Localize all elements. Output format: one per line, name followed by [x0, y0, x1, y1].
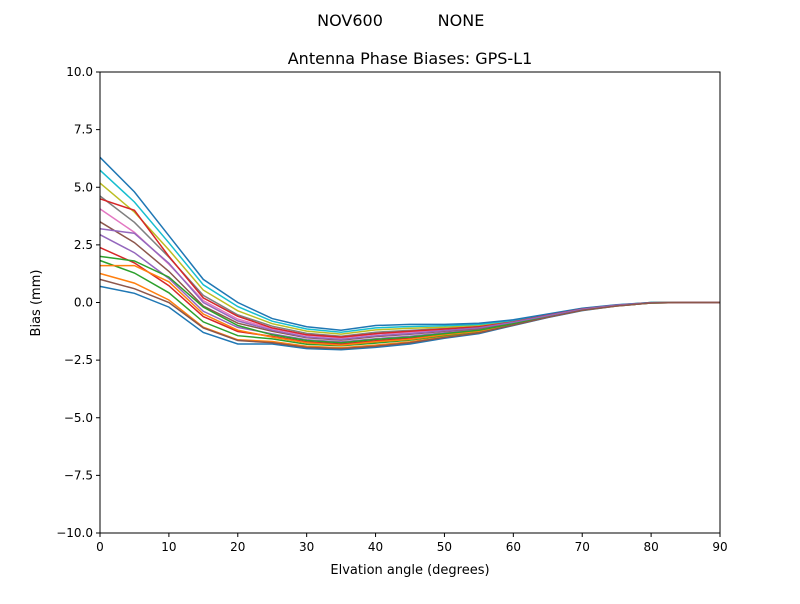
y-tick-label: −7.5	[64, 468, 93, 482]
x-tick-label: 50	[437, 540, 452, 554]
y-tick-label: −5.0	[64, 411, 93, 425]
suptitle-right: NONE	[438, 11, 485, 30]
y-axis-label: Bias (mm)	[29, 270, 44, 337]
y-tick-label: 2.5	[74, 238, 93, 252]
chart-title: Antenna Phase Biases: GPS-L1	[288, 49, 533, 68]
x-tick-label: 10	[161, 540, 176, 554]
x-tick-label: 40	[368, 540, 383, 554]
x-axis-label: Elvation angle (degrees)	[330, 563, 489, 578]
x-tick-label: 70	[575, 540, 590, 554]
y-tick-label: 0.0	[74, 296, 93, 310]
x-tick-label: 30	[299, 540, 314, 554]
suptitle-left: NOV600	[317, 11, 383, 30]
y-tick-label: 7.5	[74, 123, 93, 137]
y-tick-label: 10.0	[66, 65, 93, 79]
y-axis: −10.0 −7.5 −5.0 −2.5 0.0 2.5 5.0 7.5 10.0	[56, 65, 100, 540]
series-line	[99, 221, 720, 341]
series-line	[99, 198, 720, 338]
y-tick-label: −10.0	[56, 526, 93, 540]
x-tick-label: 60	[506, 540, 521, 554]
y-tick-label: 5.0	[74, 180, 93, 194]
x-tick-label: 90	[712, 540, 727, 554]
x-tick-label: 0	[96, 540, 104, 554]
x-axis: 0 10 20 30 40 50 60 70 80 90	[96, 533, 728, 554]
series-line	[99, 278, 720, 350]
x-tick-label: 20	[230, 540, 245, 554]
series-line	[99, 182, 720, 335]
x-tick-label: 80	[643, 540, 658, 554]
series-lines	[99, 156, 720, 351]
y-tick-label: −2.5	[64, 353, 93, 367]
